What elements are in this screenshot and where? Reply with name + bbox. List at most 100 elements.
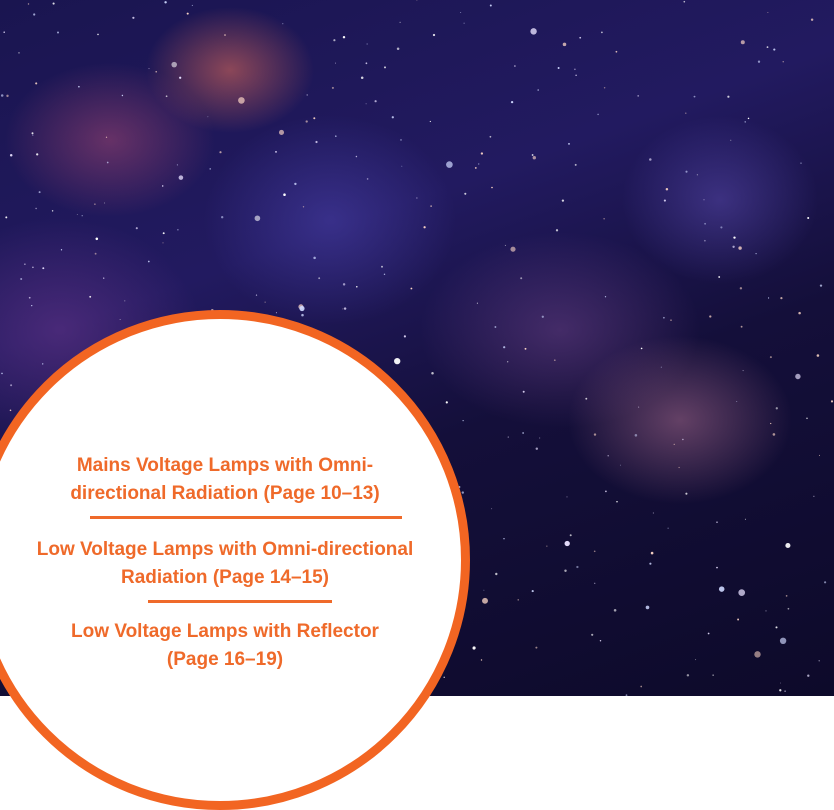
star [423,226,425,228]
star [342,308,343,309]
star [765,610,766,611]
star [103,277,104,278]
star [813,496,814,497]
star [818,660,819,661]
star [104,203,105,204]
star [768,297,769,298]
star [685,493,687,495]
star [318,277,320,279]
star [356,156,358,158]
star [773,433,776,436]
star [730,140,731,141]
star [795,374,800,379]
star [727,96,729,98]
star [148,68,149,69]
star [384,274,385,275]
star [601,32,603,34]
star [57,31,59,33]
star [430,121,431,122]
star [400,22,401,23]
star [510,247,515,252]
menu-item[interactable]: Low Voltage Lamps with Reflector (Page 1… [0,618,450,674]
star [332,87,334,89]
star [558,67,560,69]
star [404,335,406,337]
star [94,203,96,205]
star [732,246,734,248]
star [831,400,833,402]
star [575,164,577,166]
star [718,276,720,278]
star [32,134,33,135]
menu-line: Low Voltage Lamps with Reflector [0,618,450,646]
star [776,407,778,409]
star [767,46,769,48]
star [576,566,578,568]
star [367,44,368,45]
star [518,599,519,600]
star [740,287,742,289]
menu-line: Radiation (Page 14–15) [0,564,450,592]
star [177,229,179,231]
star [604,87,605,88]
star [282,23,283,24]
star [122,95,123,96]
star [375,100,377,102]
star [616,51,618,53]
star [495,573,497,575]
star [579,37,581,39]
star [163,242,164,243]
star [446,401,448,403]
star [704,223,706,225]
star [525,348,527,350]
star [478,163,479,164]
star [481,152,483,154]
star [770,423,771,424]
star [446,161,453,168]
star [10,154,13,157]
star [462,491,464,493]
star [824,581,826,583]
star [687,674,689,676]
menu-item[interactable]: Mains Voltage Lamps with Omni- direction… [0,452,450,508]
star [177,164,178,165]
star [473,646,476,649]
star [35,208,36,209]
star [20,278,22,280]
star [733,236,735,238]
star [209,168,211,170]
star [265,302,266,303]
star [568,143,570,145]
star [780,638,786,644]
divider [148,600,332,603]
star [343,283,345,285]
star [444,677,445,678]
star [575,75,576,76]
star [819,455,820,456]
star [503,346,505,348]
star [614,609,617,612]
star [640,686,642,688]
star [779,689,781,691]
star [668,528,669,529]
star [533,156,536,159]
star [682,439,683,440]
star [430,205,431,206]
divider [90,516,402,519]
star [208,116,209,117]
star [786,595,788,597]
star [256,294,257,295]
star [508,436,509,437]
star [475,167,477,169]
star [564,570,566,572]
star [748,118,750,120]
star [39,191,41,193]
star [366,103,367,104]
menu-item[interactable]: Low Voltage Lamps with Omni-directional … [0,536,450,592]
star [313,257,316,260]
star [303,206,304,207]
star [166,95,168,97]
star [53,3,55,5]
star [275,151,277,153]
star [745,519,746,520]
